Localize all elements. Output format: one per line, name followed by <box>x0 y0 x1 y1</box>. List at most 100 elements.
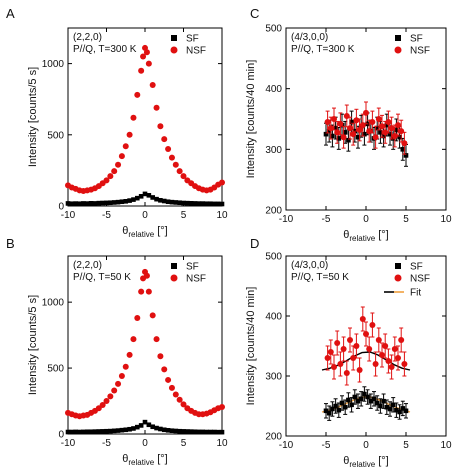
data-point-sf <box>154 196 159 202</box>
data-point-nsf <box>172 161 179 168</box>
data-point-sf <box>352 394 358 400</box>
data-point-sf <box>204 429 209 435</box>
data-point-sf <box>196 201 202 206</box>
legend-marker-nsf <box>394 274 402 282</box>
data-point-sf <box>177 200 182 206</box>
data-point-sf <box>384 122 390 128</box>
panel-label: B <box>6 236 15 251</box>
data-point-sf <box>403 408 409 414</box>
data-point-sf <box>69 429 75 435</box>
data-point-sf <box>146 422 152 428</box>
y-axis-label: Intensity [counts/40 min] <box>245 60 257 179</box>
data-point-nsf <box>103 177 110 184</box>
series-sf <box>65 419 225 435</box>
y-tick-label: 500 <box>265 24 282 35</box>
data-point-sf <box>397 409 402 415</box>
x-axis-label-main: θ <box>343 455 349 467</box>
data-point-nsf <box>126 351 133 358</box>
data-point-sf <box>208 201 213 207</box>
data-point-nsf <box>165 376 172 383</box>
data-point-sf <box>100 429 105 434</box>
data-point-nsf <box>398 128 405 135</box>
data-point-nsf <box>343 112 350 119</box>
y-axis-label: Intensity [counts/40 min] <box>245 287 257 406</box>
x-axis-label: θrelative [°] <box>343 229 389 243</box>
data-point-sf <box>92 201 98 206</box>
legend-marker-sf <box>395 35 401 41</box>
data-point-nsf <box>372 361 379 367</box>
data-point-sf <box>323 131 329 137</box>
legend-label-nsf: NSF <box>186 274 206 285</box>
data-point-nsf <box>126 131 133 138</box>
y-tick-label: 200 <box>265 206 282 217</box>
y-tick-label: 0 <box>58 430 64 441</box>
data-point-sf <box>135 424 140 430</box>
data-point-sf <box>342 404 348 410</box>
data-point-sf <box>135 195 140 201</box>
data-point-sf <box>77 201 82 207</box>
data-point-nsf <box>379 352 385 358</box>
data-point-nsf <box>372 134 379 141</box>
data-point-nsf <box>99 401 106 408</box>
data-point-sf <box>200 201 206 206</box>
data-point-sf <box>204 201 209 207</box>
legend-marker-nsf <box>394 46 402 54</box>
legend-label-fit: Fit <box>410 288 421 299</box>
data-point-nsf <box>157 123 164 130</box>
data-point-nsf <box>388 364 395 370</box>
data-point-sf <box>400 147 406 152</box>
data-point-nsf <box>149 312 156 319</box>
data-point-nsf <box>379 123 385 130</box>
x-tick-label: 5 <box>181 210 187 221</box>
data-point-sf <box>123 427 129 433</box>
data-point-sf <box>108 428 113 434</box>
data-point-sf <box>336 407 342 413</box>
legend-label-sf: SF <box>186 262 199 273</box>
data-point-nsf <box>375 116 382 122</box>
data-point-sf <box>119 427 125 433</box>
annotation: P//Q, T=50 K <box>73 272 131 283</box>
data-point-sf <box>403 153 409 158</box>
data-point-sf <box>131 197 136 202</box>
data-point-nsf <box>350 355 357 361</box>
x-axis-label-main: θ <box>122 225 128 237</box>
data-point-nsf <box>130 336 137 343</box>
data-point-sf <box>104 200 109 206</box>
data-point-sf <box>150 424 155 430</box>
data-point-sf <box>96 200 102 206</box>
data-point-nsf <box>340 134 347 141</box>
data-point-sf <box>326 128 332 134</box>
data-point-nsf <box>331 116 337 122</box>
x-axis-label: θrelative [°] <box>122 225 168 239</box>
legend-label-sf: SF <box>410 262 423 273</box>
data-point-sf <box>219 201 225 207</box>
data-point-sf <box>115 428 121 433</box>
legend-label-sf: SF <box>186 34 199 45</box>
data-point-nsf <box>347 125 353 132</box>
data-point-sf <box>346 397 351 403</box>
data-point-sf <box>158 198 163 203</box>
data-point-sf <box>374 400 380 406</box>
data-point-nsf <box>143 272 150 279</box>
data-point-sf <box>88 429 94 435</box>
data-point-sf <box>77 429 82 435</box>
data-point-sf <box>154 425 159 431</box>
data-point-sf <box>158 426 163 432</box>
data-point-sf <box>161 198 167 204</box>
annotation: P//Q, T=50 K <box>291 272 349 283</box>
data-point-nsf <box>385 358 392 364</box>
panel-label: D <box>250 236 259 251</box>
legend-label-nsf: NSF <box>410 274 430 285</box>
data-point-nsf <box>161 366 168 373</box>
x-tick-label: 0 <box>142 210 148 221</box>
y-tick-label: 300 <box>265 372 282 383</box>
data-point-sf <box>362 391 367 397</box>
data-point-sf <box>181 200 186 206</box>
data-point-sf <box>212 429 217 435</box>
data-point-sf <box>323 408 329 414</box>
data-point-sf <box>397 134 402 140</box>
data-point-sf <box>65 201 71 206</box>
data-point-sf <box>378 403 383 409</box>
x-tick-label: -10 <box>61 438 76 449</box>
